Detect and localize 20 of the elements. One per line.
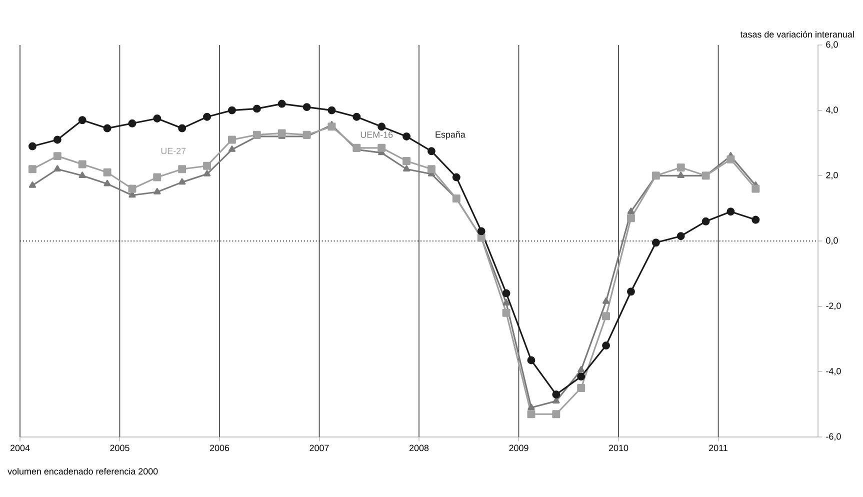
text: volumen encadenado referencia 2000	[8, 468, 158, 475]
y-tick-label: 4,0	[826, 106, 838, 114]
y-tick-label: 0,0	[826, 237, 838, 245]
x-tick-label: 2008	[409, 444, 429, 452]
x-tick-label: 2007	[310, 444, 329, 452]
x-tick-label: 2004	[10, 444, 30, 452]
y-tick-label: 6,0	[826, 41, 838, 49]
x-tick-label: 2011	[709, 444, 728, 452]
y-axis-title: tasas de variación interanual	[740, 30, 854, 38]
x-tick-label: 2006	[210, 444, 230, 452]
x-tick-label: 2009	[509, 444, 528, 452]
series-label: España	[436, 131, 466, 140]
x-tick-label: 2010	[608, 444, 628, 452]
y-tick-label: -4,0	[826, 368, 841, 376]
y-tick-label: 2,0	[826, 172, 838, 180]
y-tick-label: -6,0	[826, 433, 841, 441]
series-label: UE-27	[161, 148, 186, 154]
x-tick-label: 2005	[110, 444, 130, 452]
y-tick-label: -2,0	[826, 302, 841, 310]
series-label: UEM-16	[360, 131, 393, 138]
